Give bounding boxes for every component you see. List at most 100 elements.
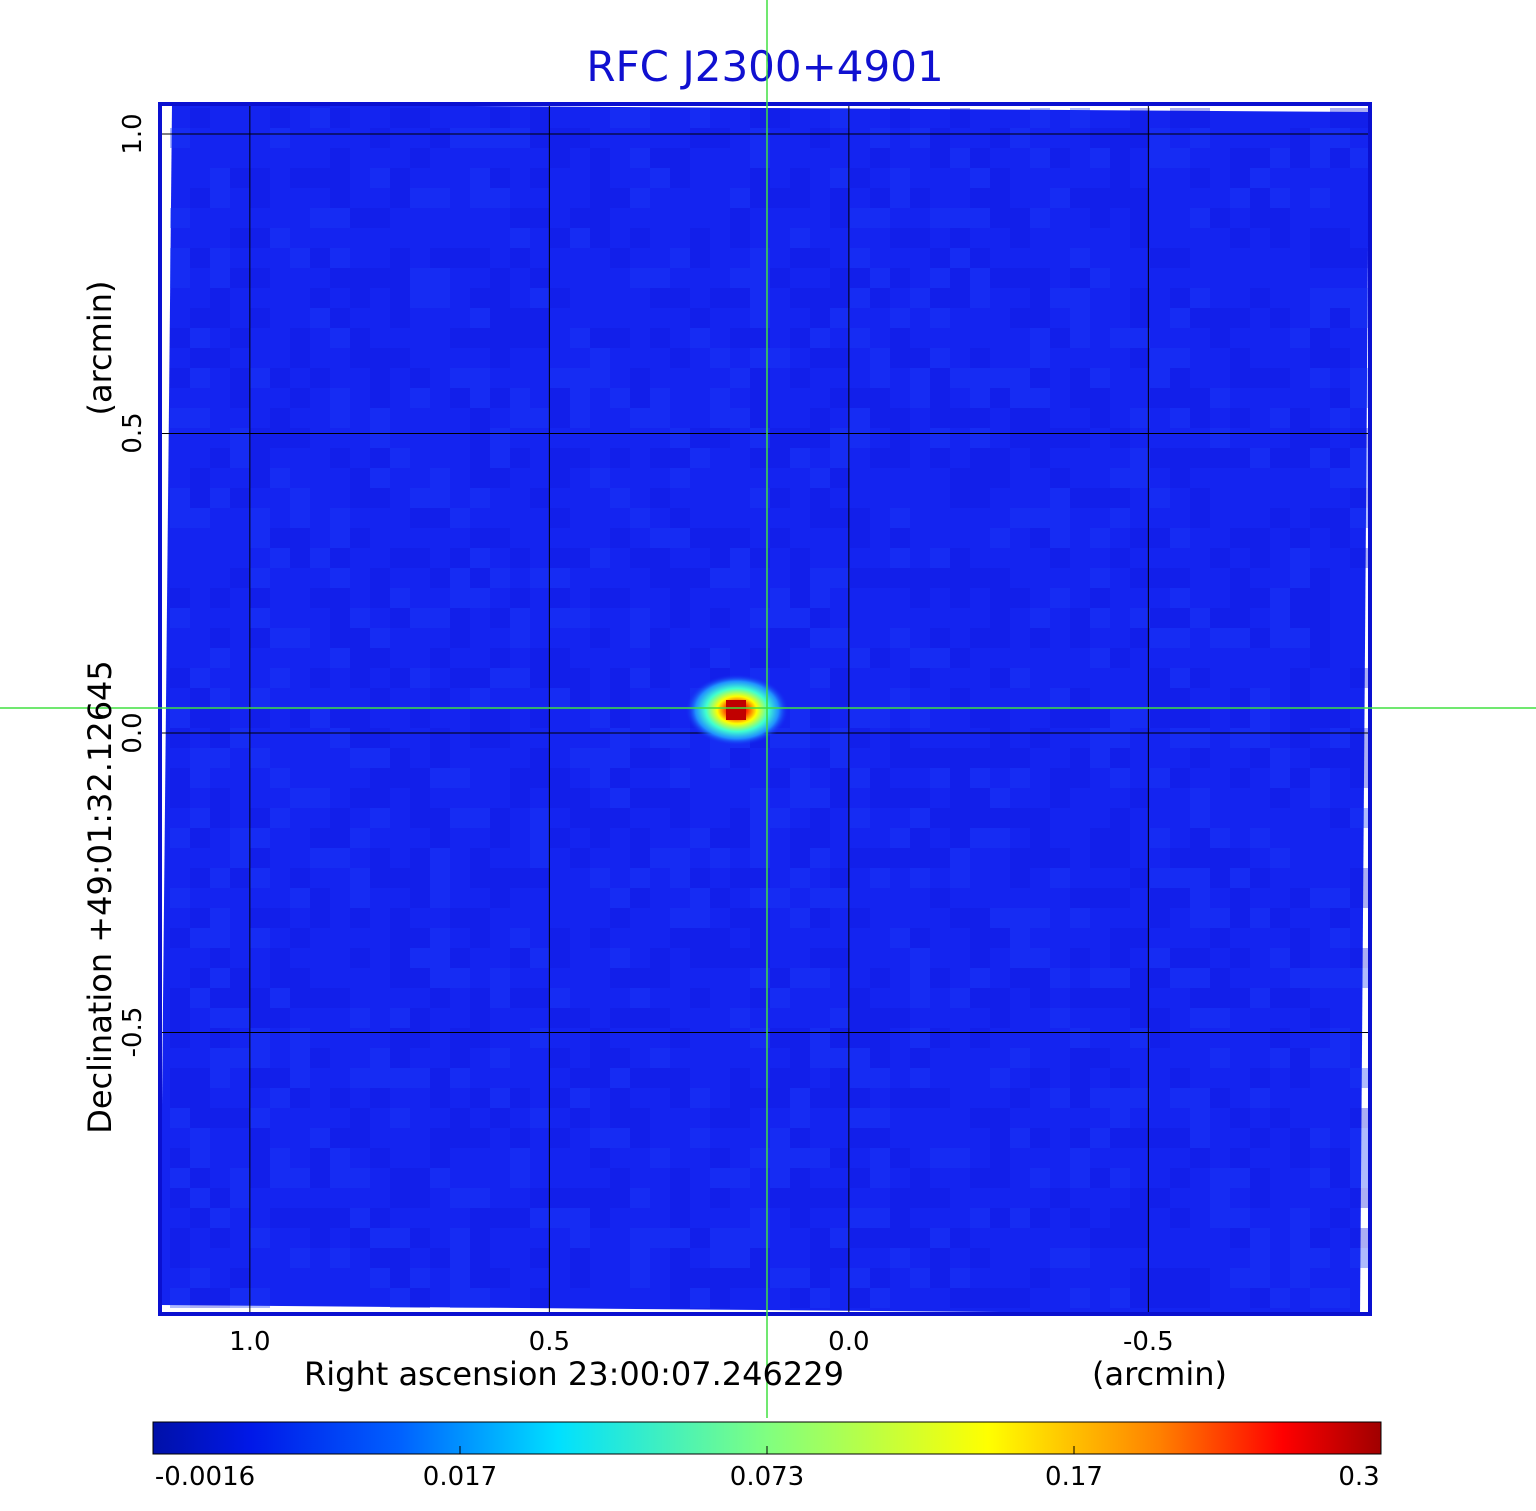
noise-cell [270,548,290,568]
noise-cell [390,608,410,628]
noise-cell [1350,288,1370,308]
noise-cell [350,1008,370,1028]
noise-cell [1050,708,1070,728]
noise-cell [250,748,270,768]
noise-cell [910,848,930,868]
noise-cell [1090,988,1110,1008]
noise-cell [930,808,950,828]
noise-cell [1190,888,1210,908]
noise-cell [470,988,490,1008]
noise-cell [790,188,810,208]
noise-cell [1130,1188,1150,1208]
noise-cell [830,268,850,288]
noise-cell [1210,608,1230,628]
noise-cell [1310,508,1330,528]
noise-cell [290,488,310,508]
noise-cell [810,468,830,488]
noise-cell [950,288,970,308]
noise-cell [1230,448,1250,468]
noise-cell [1150,688,1170,708]
noise-cell [810,668,830,688]
noise-cell [890,348,910,368]
noise-cell [390,288,410,308]
noise-cell [870,448,890,468]
noise-cell [1170,1128,1190,1148]
noise-cell [1270,748,1290,768]
noise-cell [1050,548,1070,568]
noise-cell [1190,708,1210,728]
noise-cell [470,668,490,688]
noise-cell [450,568,470,588]
noise-cell [1150,708,1170,728]
noise-cell [390,448,410,468]
noise-cell [1130,408,1150,428]
noise-cell [190,828,210,848]
noise-cell [330,1168,350,1188]
noise-cell [1130,288,1150,308]
noise-cell [590,348,610,368]
noise-cell [1090,568,1110,588]
noise-cell [750,1248,770,1268]
noise-cell [450,968,470,988]
noise-cell [750,408,770,428]
noise-cell [350,668,370,688]
noise-cell [850,408,870,428]
noise-cell [870,968,890,988]
noise-cell [390,548,410,568]
noise-cell [310,908,330,928]
noise-cell [690,428,710,448]
noise-cell [490,828,510,848]
noise-cell [190,348,210,368]
noise-cell [890,1088,910,1108]
noise-cell [550,288,570,308]
noise-cell [870,1008,890,1028]
noise-cell [850,1048,870,1068]
noise-cell [930,348,950,368]
noise-cell [490,568,510,588]
noise-cell [570,1248,590,1268]
noise-cell [770,1148,790,1168]
noise-cell [1350,748,1370,768]
noise-cell [470,288,490,308]
noise-cell [590,1208,610,1228]
noise-cell [590,768,610,788]
noise-cell [370,408,390,428]
noise-cell [690,108,710,128]
noise-cell [330,168,350,188]
noise-cell [370,1088,390,1108]
noise-cell [850,988,870,1008]
noise-cell [210,1288,230,1308]
noise-cell [1170,308,1190,328]
noise-cell [810,588,830,608]
noise-cell [1330,1148,1350,1168]
noise-cell [550,568,570,588]
noise-cell [1050,528,1070,548]
noise-cell [490,168,510,188]
noise-cell [1090,588,1110,608]
noise-cell [730,408,750,428]
noise-cell [930,648,950,668]
noise-cell [890,1228,910,1248]
noise-cell [190,708,210,728]
noise-cell [1210,848,1230,868]
noise-cell [790,1148,810,1168]
noise-cell [870,268,890,288]
noise-cell [1230,188,1250,208]
noise-cell [1350,1128,1370,1148]
noise-cell [550,768,570,788]
noise-cell [930,748,950,768]
noise-cell [230,568,250,588]
noise-cell [830,468,850,488]
noise-cell [750,988,770,1008]
noise-cell [290,928,310,948]
noise-cell [250,448,270,468]
noise-cell [1170,608,1190,628]
noise-cell [350,788,370,808]
noise-cell [950,268,970,288]
noise-cell [1310,128,1330,148]
noise-cell [250,908,270,928]
noise-cell [170,488,190,508]
noise-cell [390,668,410,688]
noise-cell [1350,148,1370,168]
noise-cell [450,1268,470,1288]
